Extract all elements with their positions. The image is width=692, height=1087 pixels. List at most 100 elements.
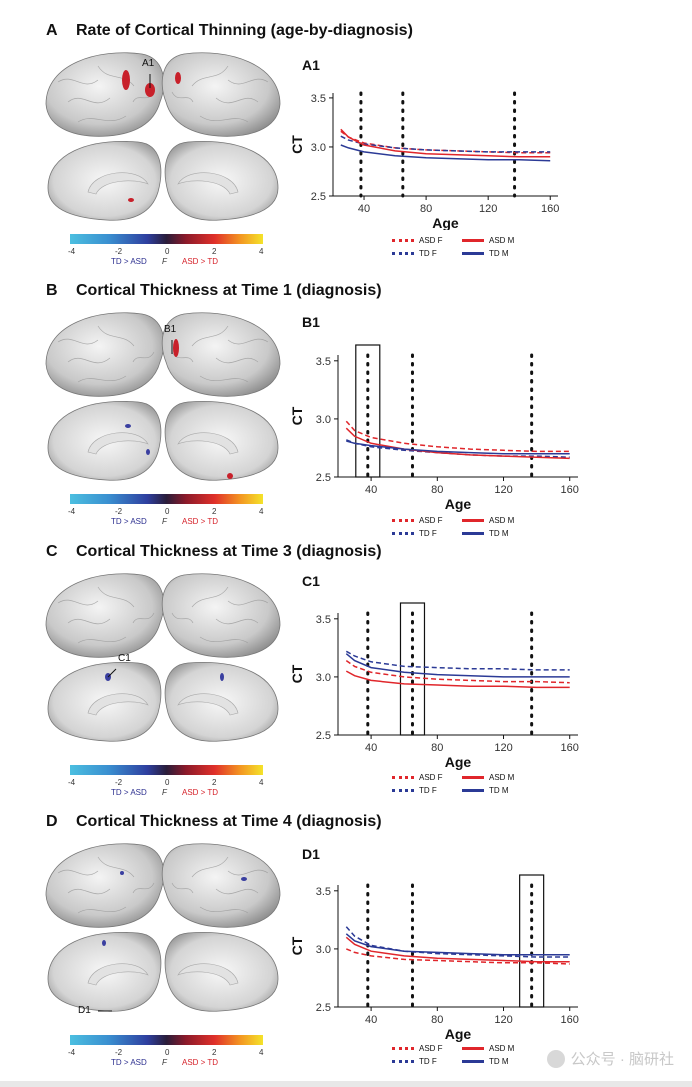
gyrus-line	[77, 375, 127, 383]
x-tick-label: 40	[365, 484, 377, 496]
line-chart-a1: 2.5 3.0 3.5 40 80 120 160 Age CT	[289, 91, 559, 230]
gyrus-line	[215, 97, 259, 104]
gyrus-line	[171, 882, 194, 894]
lateral-left-hemisphere	[45, 573, 165, 658]
series-asd-m	[345, 427, 570, 460]
y-tick-label: 2.5	[316, 730, 331, 742]
legend-label: TD M	[489, 786, 509, 795]
brain-surface-views-c: C1	[45, 573, 281, 742]
effect-cluster	[125, 424, 131, 428]
colorbar	[70, 234, 263, 244]
legend-label: TD F	[419, 249, 437, 258]
gyrus-line	[57, 599, 99, 606]
medial-wall-right	[177, 172, 239, 195]
effect-cluster	[227, 473, 233, 479]
gyrus-line	[67, 97, 111, 104]
colorbar-tick: -2	[115, 507, 123, 516]
colorbar-caption-asd: ASD > TD	[182, 257, 219, 266]
legend-item: TD F	[392, 1057, 437, 1066]
gyrus-line	[227, 869, 269, 876]
gyrus-line	[227, 599, 269, 606]
colorbar	[70, 765, 263, 775]
colorbar-tick: 4	[259, 778, 264, 787]
x-tick-label: 80	[431, 484, 443, 496]
series-td-f	[340, 135, 551, 153]
panel-d-title: Cortical Thickness at Time 4 (diagnosis)	[76, 813, 382, 830]
brain-marker-label: D1	[78, 1005, 91, 1016]
legend: ASD F ASD M TD F TD M	[392, 516, 622, 544]
series-asd-f	[345, 420, 570, 453]
x-tick-label: 120	[494, 1014, 512, 1026]
effect-cluster	[220, 673, 224, 681]
line-chart-d1: 2.5 3.0 3.5 40 80 120 160 Age CT	[289, 874, 579, 1042]
line-chart-c1: 2.5 3.0 3.5 40 80 120 160 Age CT	[289, 602, 579, 770]
colorbar-tick: 4	[259, 507, 264, 516]
x-tick-label: 160	[561, 742, 579, 754]
plot-d1-label: D1	[302, 846, 320, 862]
gyrus-line	[191, 325, 229, 347]
colorbar-caption-td: TD > ASD	[111, 1058, 147, 1067]
colorbar-tick: -2	[115, 778, 123, 787]
panel-b-letter: B	[46, 282, 58, 299]
legend-label: ASD M	[489, 516, 515, 525]
legend-item: TD F	[392, 786, 437, 795]
legend-swatch	[462, 252, 484, 255]
line-chart-b1: 2.5 3.0 3.5 40 80 120 160 Age CT	[289, 344, 579, 512]
legend: ASD F ASD M TD F TD M	[392, 236, 622, 264]
legend-swatch	[462, 789, 484, 792]
gyri-texture	[57, 586, 269, 644]
x-tick-label: 80	[431, 1014, 443, 1026]
y-axis-label: CT	[289, 936, 305, 955]
legend-label: TD M	[489, 529, 509, 538]
x-axis-label: Age	[445, 1026, 472, 1042]
legend-label: ASD M	[489, 236, 515, 245]
lateral-left-hemisphere	[45, 312, 165, 397]
effect-cluster	[102, 940, 106, 946]
legend-item: ASD F	[392, 1044, 443, 1053]
lateral-right-hemisphere	[161, 312, 281, 397]
colorbar-tick: -4	[68, 1048, 76, 1057]
y-tick-label: 3.0	[316, 672, 331, 684]
x-tick-label: 80	[420, 203, 432, 215]
x-tick-label: 160	[561, 484, 579, 496]
gyrus-line	[171, 351, 194, 363]
gyrus-line	[132, 882, 155, 894]
legend-item: TD M	[462, 1057, 509, 1066]
panel-a-letter: A	[46, 22, 58, 39]
legend-label: TD M	[489, 1057, 509, 1066]
gyrus-line	[97, 586, 135, 608]
panel-c-letter: C	[46, 543, 58, 560]
x-tick-label: 120	[494, 742, 512, 754]
gyrus-line	[215, 618, 259, 625]
colorbar-tick: 2	[212, 507, 217, 516]
colorbar-tick: 2	[212, 1048, 217, 1057]
gyrus-line	[171, 91, 194, 103]
legend-item: ASD F	[392, 516, 443, 525]
legend-item: ASD M	[462, 773, 514, 782]
x-tick-label: 40	[358, 203, 370, 215]
y-axis-label: CT	[289, 135, 305, 154]
effect-cluster	[175, 72, 181, 84]
brain-surface-views-b: B1	[45, 312, 281, 481]
gyrus-line	[57, 78, 99, 85]
legend-swatch	[462, 519, 484, 522]
legend-swatch	[462, 239, 484, 242]
gyrus-line	[77, 115, 127, 123]
medial-wall-left	[87, 693, 149, 716]
series-asd-m	[345, 670, 570, 689]
colorbar-tick: 0	[165, 778, 170, 787]
gyrus-line	[227, 338, 269, 345]
colorbar-tick: 4	[259, 1048, 264, 1057]
legend-label: TD F	[419, 786, 437, 795]
gyrus-line	[97, 65, 135, 87]
y-tick-label: 3.0	[316, 414, 331, 426]
x-axis-label: Age	[432, 215, 459, 230]
gyrus-line	[199, 636, 249, 644]
gyrus-line	[191, 586, 229, 608]
legend-swatch	[392, 1047, 414, 1050]
y-tick-label: 2.5	[316, 1002, 331, 1014]
legend-item: ASD M	[462, 1044, 514, 1053]
y-tick-label: 3.0	[311, 142, 326, 154]
series-td-m	[346, 440, 570, 455]
colorbar-tick: 0	[165, 247, 170, 256]
